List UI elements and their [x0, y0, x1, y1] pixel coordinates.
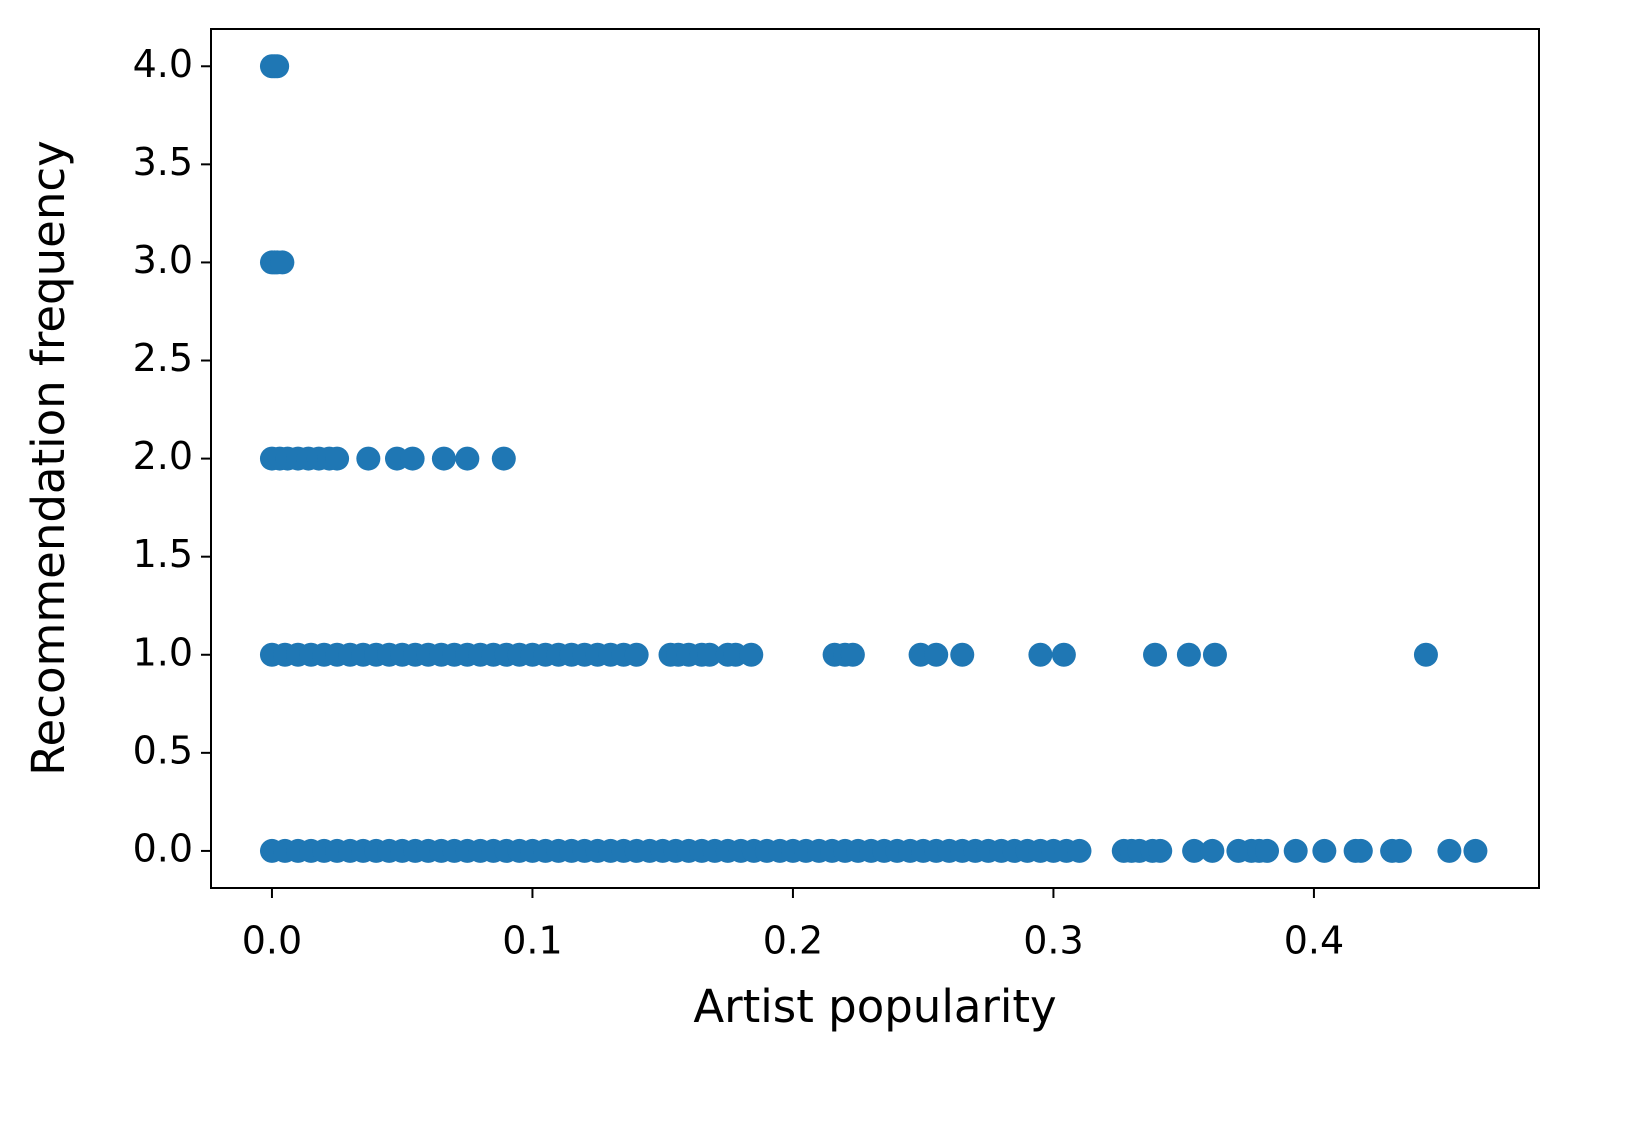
- point: [491, 446, 516, 471]
- point: [265, 54, 290, 79]
- x-tick-label: 0.2: [763, 919, 823, 963]
- point: [1202, 642, 1227, 667]
- point: [1148, 838, 1173, 863]
- point: [950, 642, 975, 667]
- point: [1067, 838, 1092, 863]
- y-tick-label: 0.0: [133, 826, 193, 870]
- point: [840, 642, 865, 667]
- y-tick-label: 3.5: [133, 140, 193, 184]
- x-tick-label: 0.0: [242, 919, 302, 963]
- x-tick-label: 0.1: [502, 919, 562, 963]
- point: [356, 446, 381, 471]
- point: [431, 446, 456, 471]
- y-axis-label: Recommendation frequency: [22, 140, 75, 775]
- point: [400, 446, 425, 471]
- point: [1255, 838, 1280, 863]
- point: [1348, 838, 1373, 863]
- point: [1437, 838, 1462, 863]
- x-tick-label: 0.3: [1023, 919, 1083, 963]
- point: [697, 642, 722, 667]
- point: [1413, 642, 1438, 667]
- point: [1182, 838, 1207, 863]
- point: [739, 642, 764, 667]
- point: [1283, 838, 1308, 863]
- plot-frame: [210, 28, 1540, 889]
- point: [1143, 642, 1168, 667]
- y-tick-label: 2.5: [133, 336, 193, 380]
- point: [1200, 838, 1225, 863]
- point: [1387, 838, 1412, 863]
- y-tick-label: 3.0: [133, 238, 193, 282]
- point: [1028, 642, 1053, 667]
- y-tick-label: 1.0: [133, 630, 193, 674]
- point: [1463, 838, 1488, 863]
- y-tick-label: 0.5: [133, 728, 193, 772]
- y-tick-label: 1.5: [133, 532, 193, 576]
- point: [455, 446, 480, 471]
- point: [624, 642, 649, 667]
- point: [325, 446, 350, 471]
- point: [924, 642, 949, 667]
- x-axis-label: Artist popularity: [693, 980, 1056, 1033]
- point: [1176, 642, 1201, 667]
- x-tick-label: 0.4: [1284, 919, 1344, 963]
- point: [1051, 642, 1076, 667]
- point: [1312, 838, 1337, 863]
- y-tick-label: 2.0: [133, 434, 193, 478]
- point: [270, 250, 295, 275]
- y-tick-label: 4.0: [133, 42, 193, 86]
